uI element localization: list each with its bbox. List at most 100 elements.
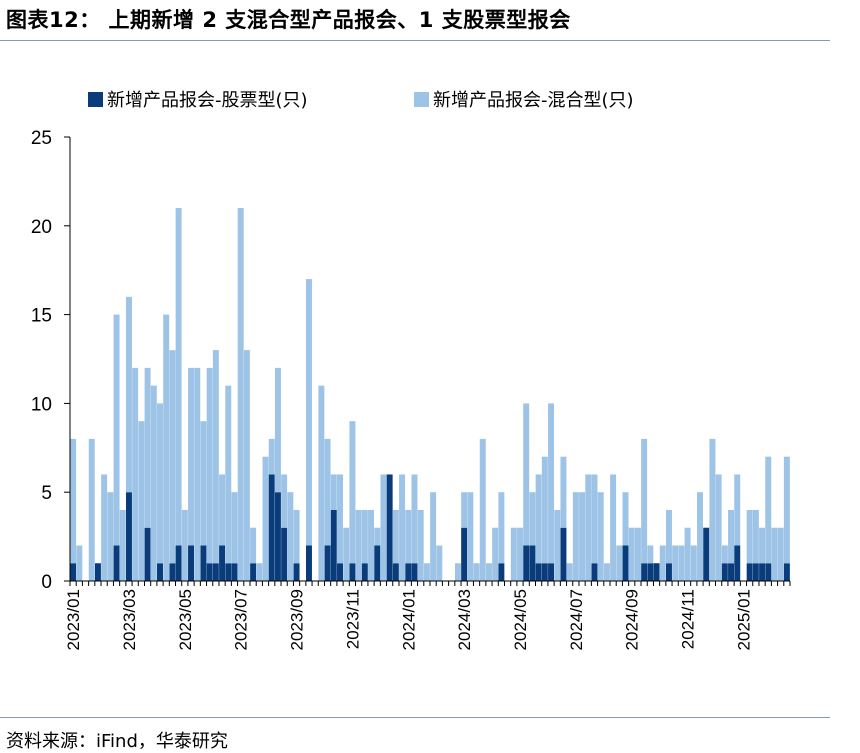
bar-stock [529,545,536,581]
bar-hybrid [492,527,499,581]
bar-hybrid [610,474,617,581]
bar-hybrid [181,509,188,581]
x-tick-label: 2024/05 [511,589,530,650]
x-tick-label: 2024/09 [623,589,642,650]
legend-item-hybrid: 新增产品报会-混合型(只) [414,86,634,112]
bar-hybrid [231,492,238,564]
bar-stock [125,492,132,581]
bar-stock [305,545,312,581]
x-tick-label: 2023/05 [176,589,195,650]
bar-hybrid [647,545,654,564]
bar-hybrid [721,545,728,564]
bar-stock [70,563,77,581]
bar-stock [728,563,735,581]
bar-hybrid [566,563,573,581]
bar-hybrid [330,474,337,510]
bar-hybrid [430,492,437,581]
bar-stock [535,563,542,581]
bar-hybrid [144,367,151,528]
title-rule [0,40,830,41]
bar-stock [591,563,598,581]
bar-hybrid [684,527,691,581]
bar-hybrid [572,492,579,581]
bar-stock [746,563,753,581]
bar-hybrid [765,456,772,564]
bar-stock [752,563,759,581]
bar-hybrid [616,545,623,581]
bar-stock [113,545,120,581]
bar-hybrid [728,509,735,564]
bar-stock [759,563,766,581]
bar-hybrid [454,563,461,581]
bar-stock [206,563,213,581]
bar-hybrid [697,492,703,581]
bar-hybrid [125,296,132,493]
bar-stock [293,563,300,581]
bar-stock [392,563,399,581]
x-tick-label: 2023/07 [232,589,251,650]
bar-hybrid [734,474,741,546]
bar-hybrid [250,527,257,564]
bar-hybrid [399,474,406,581]
bar-stock [175,545,182,581]
source-note: 资料来源：iFind，华泰研究 [6,731,228,752]
bar-stock [411,563,418,581]
bar-stock [94,563,101,581]
bar-hybrid [343,527,350,581]
bar-stock [386,474,393,581]
bar-hybrid [672,545,679,581]
bar-stock [361,563,368,581]
bar-stock [461,527,468,581]
x-tick-label: 2023/03 [120,589,139,650]
bar-hybrid [107,492,114,581]
bar-stock [219,545,226,581]
bar-hybrid [361,509,368,564]
bar-stock [653,563,660,581]
bar-hybrid [219,474,226,546]
bar-hybrid [76,545,83,581]
bar-stock [622,545,629,581]
y-tick-label: 15 [31,306,52,327]
bar-hybrid [175,208,182,546]
bar-stock [405,563,412,581]
bar-hybrid [517,527,523,581]
bar-hybrid [150,385,157,581]
bar-hybrid [188,367,195,546]
bar-hybrid [374,527,381,546]
bar-hybrid [212,350,219,564]
bar-hybrid [498,492,505,564]
y-tick-label: 25 [31,128,52,149]
bar-hybrid [417,509,424,581]
y-tick-label: 0 [41,572,52,593]
bar-stock [541,563,548,581]
bar-hybrid [759,527,766,564]
bar-stock [157,563,163,581]
bar-hybrid [690,545,697,581]
bar-hybrid [169,350,176,564]
bar-hybrid [119,509,126,581]
bar-hybrid [318,385,325,581]
bar-hybrid [479,438,486,581]
bar-hybrid [783,456,790,564]
bar-stock [498,563,505,581]
bar-hybrid [392,509,399,564]
bar-hybrid [206,367,213,564]
bar-stock [765,563,772,581]
bar-hybrid [591,474,598,564]
bar-hybrid [281,474,288,528]
bar-hybrid [467,492,474,581]
bar-hybrid [603,563,610,581]
bar-hybrid [138,421,145,581]
bar-stock [274,492,281,581]
bar-hybrid [597,492,604,581]
figure-title: 图表12： 上期新增 2 支混合型产品报会、1 支股票型报会 [6,8,571,32]
bar-hybrid [510,527,517,581]
bar-hybrid [461,492,468,528]
bar-stock [212,563,219,581]
bar-hybrid [262,456,269,581]
bar-hybrid [368,509,375,581]
legend-swatch-hybrid [414,91,429,107]
bar-hybrid [293,509,300,564]
bar-hybrid [200,421,207,546]
